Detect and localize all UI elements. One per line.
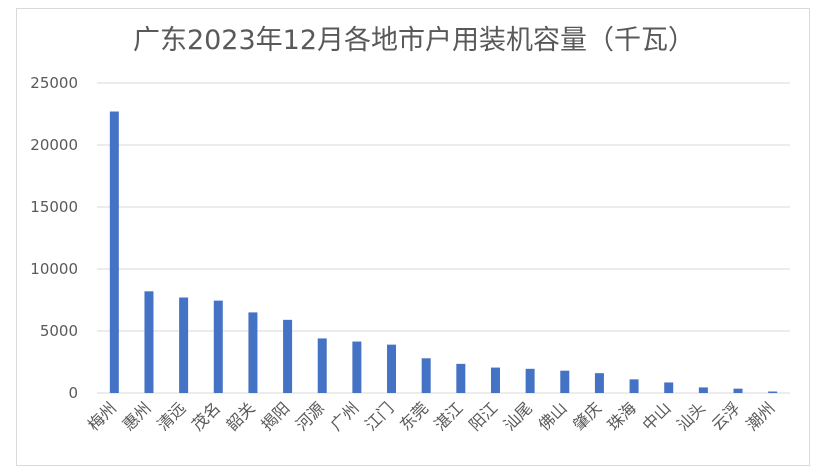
bar-汕尾 (525, 368, 535, 393)
bar-广州 (352, 341, 362, 393)
bar-潮州 (768, 391, 778, 393)
x-category-label: 汕头 (673, 398, 709, 434)
y-tick-label: 15000 (30, 198, 78, 216)
x-category-label: 佛山 (535, 398, 571, 434)
y-tick-label: 5000 (40, 322, 78, 340)
bar-阳江 (490, 367, 500, 393)
bar-珠海 (629, 379, 639, 393)
bar-梅州 (109, 111, 119, 394)
x-category-label: 珠海 (604, 398, 640, 434)
x-category-label: 惠州 (119, 398, 155, 434)
x-category-label: 肇庆 (569, 398, 605, 434)
bar-湛江 (456, 363, 466, 393)
y-tick-label: 0 (68, 384, 78, 402)
x-category-label: 河源 (292, 398, 328, 434)
bar-中山 (664, 382, 674, 393)
bar-佛山 (560, 370, 570, 393)
y-axis-ticks: 0 5000 10000 15000 20000 25000 (30, 74, 78, 402)
bar-chart: 广东2023年12月各地市户用装机容量（千瓦） 0 5000 10000 15000 2… (30, 25, 790, 434)
bar-揭阳 (283, 319, 293, 393)
gridlines (97, 82, 790, 394)
bar-清远 (179, 297, 189, 393)
bar-云浮 (733, 388, 743, 393)
x-category-label: 东莞 (396, 398, 432, 434)
x-category-label: 潮州 (742, 398, 778, 434)
bar-肇庆 (594, 373, 604, 393)
x-category-label: 韶关 (223, 398, 259, 434)
x-category-label: 中山 (638, 398, 674, 434)
x-category-label: 江门 (361, 398, 397, 434)
x-category-label: 湛江 (431, 398, 467, 434)
y-tick-label: 20000 (30, 136, 78, 154)
bar-江门 (387, 344, 397, 393)
bar-惠州 (144, 291, 154, 393)
bar-茂名 (213, 300, 223, 393)
x-category-label: 阳江 (465, 398, 501, 434)
bar-韶关 (248, 312, 258, 393)
x-category-label: 揭阳 (257, 398, 293, 434)
chart-frame: 广东2023年12月各地市户用装机容量（千瓦） 0 5000 10000 15000 2… (16, 8, 810, 466)
x-category-label: 茂名 (188, 398, 224, 434)
x-category-label: 云浮 (708, 398, 744, 434)
y-tick-label: 10000 (30, 260, 78, 278)
x-category-label: 梅州 (84, 398, 120, 434)
chart-title: 广东2023年12月各地市户用装机容量（千瓦） (133, 25, 695, 56)
bar-东莞 (421, 358, 431, 393)
x-category-label: 汕尾 (500, 398, 536, 434)
x-category-label: 广州 (327, 398, 363, 434)
y-tick-label: 25000 (30, 74, 78, 92)
bar-汕头 (698, 387, 708, 393)
bars (109, 111, 778, 394)
x-category-label: 清远 (153, 398, 189, 434)
bar-河源 (317, 338, 327, 393)
